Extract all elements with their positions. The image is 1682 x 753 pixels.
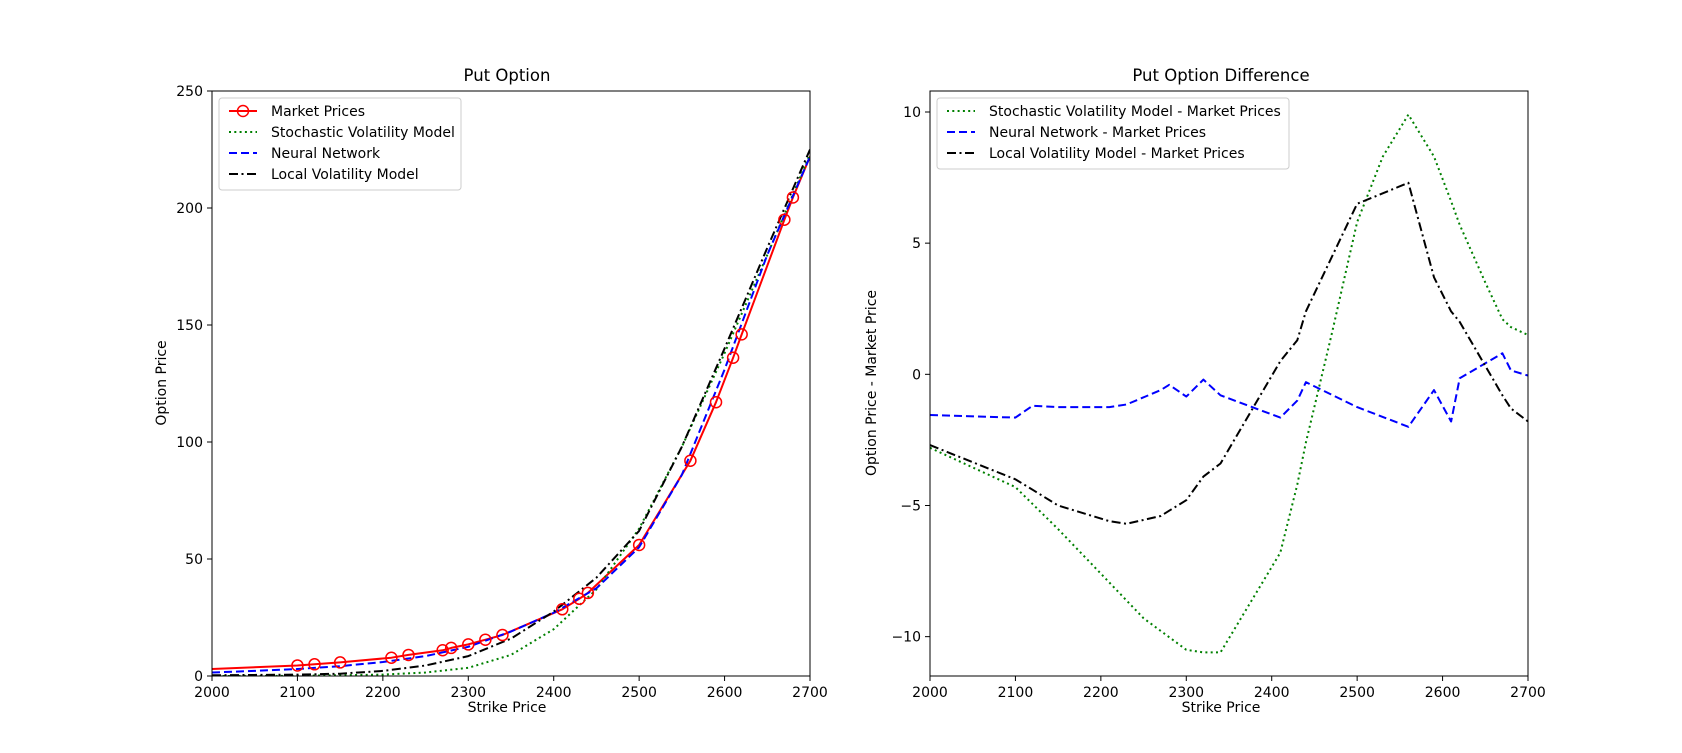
- x-tick-label-1-3: 2300: [1168, 685, 1204, 701]
- data-point-0-12: [581, 586, 595, 600]
- legend-box-0: [218, 97, 462, 191]
- legend-0: Market Prices Stochastic Volatility Model…: [218, 97, 462, 191]
- y-tick-label-0-0: 0: [194, 669, 203, 685]
- series-line-1-0: [930, 113, 1528, 654]
- x-tick-label-0-5: 2500: [621, 685, 657, 701]
- data-point-0-4: [402, 648, 415, 662]
- data-point-0-18: [778, 213, 791, 226]
- x-tick-label-0-7: 2700: [792, 685, 828, 701]
- data-point-0-13: [632, 538, 646, 552]
- x-tick-label-1-0: 2000: [912, 685, 948, 701]
- x-tick-label-0-6: 2600: [707, 685, 743, 701]
- series-line-0-1: [212, 153, 810, 676]
- data-point-0-8: [479, 633, 492, 646]
- data-point-0-19: [786, 191, 800, 204]
- legend-label-1-0: Stochastic Volatility Model - Market Pri…: [989, 104, 1281, 120]
- data-point-0-15: [709, 395, 723, 409]
- y-tick-label-1-3: 5: [912, 236, 921, 252]
- data-point-0-17: [735, 328, 748, 341]
- x-tick-label-0-3: 2300: [450, 685, 486, 701]
- right-chart-plot-area: 2000 2100 2200 2300 2400 2500 2600 2700 −10 −5 0 5 1…: [891, 90, 1546, 701]
- y-tick-label-0-2: 100: [176, 435, 203, 451]
- legend-label-1-1: Neural Network - Market Prices: [989, 125, 1206, 141]
- left-chart-xlabel: Strike Price: [468, 700, 547, 716]
- y-tick-label-0-3: 150: [176, 318, 203, 334]
- x-tick-label-1-7: 2700: [1510, 685, 1546, 701]
- series-line-0-3: [212, 149, 810, 676]
- legend-label-0-0: Market Prices: [271, 104, 365, 120]
- series-line-0-2: [212, 156, 810, 674]
- axes-frame-0: [211, 90, 811, 677]
- y-tick-label-0-4: 200: [176, 201, 203, 217]
- x-tick-label-0-2: 2200: [365, 685, 401, 701]
- x-tick-label-1-1: 2100: [998, 685, 1034, 701]
- x-tick-label-1-6: 2600: [1425, 685, 1461, 701]
- series-line-1-1: [930, 352, 1528, 428]
- data-point-0-9: [496, 628, 509, 642]
- legend-label-0-3: Local Volatility Model: [271, 167, 419, 183]
- x-tick-label-0-4: 2400: [536, 685, 572, 701]
- legend-label-1-2: Local Volatility Model - Market Prices: [989, 146, 1245, 162]
- data-point-0-3: [385, 651, 398, 664]
- y-tick-label-1-1: −5: [900, 498, 921, 514]
- x-tick-label-0-0: 2000: [194, 685, 230, 701]
- series-line-0-0: [212, 156, 810, 670]
- x-tick-label-0-1: 2100: [280, 685, 316, 701]
- right-chart-title: Put Option Difference: [1132, 66, 1309, 85]
- data-point-0-11: [573, 592, 586, 606]
- left-chart-plot-area: 2000 2100 2200 2300 2400 2500 2600 2700 0 50 100 15…: [176, 84, 828, 701]
- data-point-0-6: [444, 641, 458, 655]
- left-chart-put-option: Put Option Strike Price Option Price 200…: [154, 66, 828, 716]
- data-point-0-5: [436, 644, 449, 657]
- legend-label-0-2: Neural Network: [271, 146, 381, 162]
- legend-box-1: [936, 97, 1290, 170]
- data-point-0-14: [684, 454, 697, 467]
- right-chart-put-option-difference: Put Option Difference Strike Price Optio…: [864, 66, 1546, 716]
- x-tick-label-1-4: 2400: [1254, 685, 1290, 701]
- x-tick-label-1-5: 2500: [1339, 685, 1375, 701]
- y-tick-label-1-4: 10: [903, 105, 921, 121]
- legend-1: Stochastic Volatility Model - Market Pri…: [936, 97, 1290, 170]
- data-point-0-10: [556, 603, 569, 616]
- y-tick-label-0-1: 50: [185, 552, 203, 568]
- right-chart-ylabel: Option Price - Market Price: [864, 290, 880, 476]
- x-tick-label-1-2: 2200: [1083, 685, 1119, 701]
- right-chart-xlabel: Strike Price: [1182, 700, 1261, 716]
- left-chart-ylabel: Option Price: [154, 340, 170, 425]
- y-tick-label-1-0: −10: [891, 630, 921, 646]
- data-point-0-2: [333, 656, 347, 669]
- y-tick-label-0-5: 250: [176, 84, 203, 100]
- data-point-0-1: [308, 658, 321, 671]
- data-point-0-7: [462, 638, 475, 651]
- data-point-0-0: [291, 659, 304, 672]
- series-line-1-2: [930, 181, 1528, 525]
- legend-label-0-1: Stochastic Volatility Model: [271, 125, 455, 141]
- y-tick-label-1-2: 0: [912, 367, 921, 383]
- axes-frame-1: [929, 90, 1529, 677]
- data-point-0-16: [726, 351, 740, 365]
- legend-marker-0-0: [236, 104, 250, 118]
- left-chart-title: Put Option: [464, 66, 551, 85]
